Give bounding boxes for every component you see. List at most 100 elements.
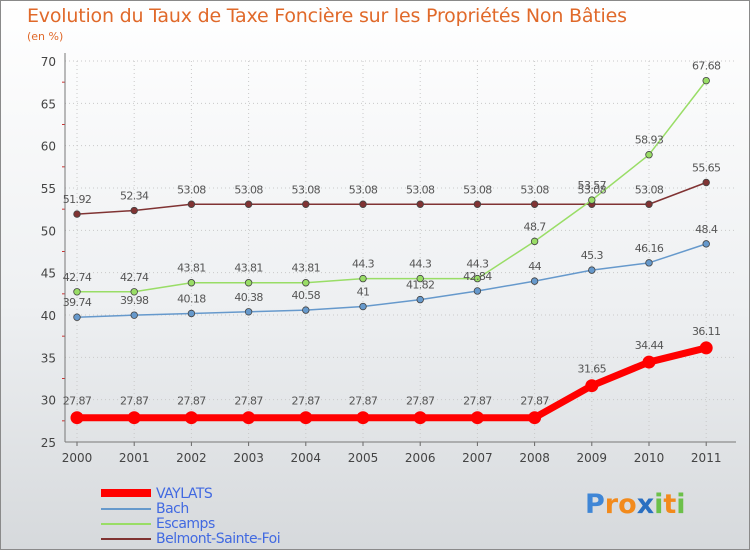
legend-label: VAYLATS	[156, 486, 213, 502]
logo-letter: r	[604, 489, 619, 520]
data-point	[645, 200, 653, 208]
data-label: 41	[357, 286, 370, 299]
y-tick-label: 55	[41, 182, 56, 196]
y-tick-label: 45	[41, 267, 56, 281]
data-label: 44.3	[352, 258, 375, 271]
data-point	[588, 196, 596, 204]
data-label: 48.4	[695, 223, 718, 236]
data-label: 41.82	[406, 279, 435, 292]
x-tick-label: 2001	[119, 451, 150, 465]
logo-letter: o	[618, 489, 637, 520]
data-label: 27.87	[463, 395, 492, 408]
data-point	[416, 295, 424, 304]
data-point	[642, 355, 656, 369]
y-tick-label: 40	[41, 309, 56, 323]
data-label: 44.3	[409, 258, 432, 271]
data-label: 27.87	[349, 395, 378, 408]
data-point	[416, 200, 424, 208]
data-point	[127, 411, 141, 425]
x-tick-label: 2004	[291, 451, 322, 465]
data-point	[473, 287, 482, 295]
y-tick-label: 50	[41, 224, 56, 238]
data-label: 53.08	[177, 183, 206, 196]
data-label: 31.65	[578, 363, 607, 376]
data-point	[416, 274, 424, 283]
data-label: 46.16	[635, 242, 664, 255]
data-point	[359, 302, 367, 311]
data-label: 43.81	[292, 262, 321, 275]
data-label: 52.34	[120, 190, 149, 203]
data-point	[244, 308, 253, 316]
data-label: 53.08	[292, 183, 321, 196]
x-tick-label: 2008	[519, 451, 550, 465]
data-point	[585, 379, 599, 393]
proxiti-logo: Proxiti	[585, 489, 686, 520]
x-tick-label: 2002	[176, 451, 207, 465]
data-point	[588, 266, 596, 274]
legend-swatch	[101, 523, 151, 525]
data-label: 27.87	[63, 395, 92, 408]
data-label: 53.08	[578, 183, 607, 196]
y-tick-label: 30	[41, 394, 56, 408]
data-point	[702, 178, 710, 187]
y-tick-label: 60	[41, 140, 56, 154]
data-point	[302, 279, 310, 287]
y-tick-label: 35	[41, 351, 56, 365]
data-point	[184, 411, 198, 425]
data-label: 51.92	[63, 193, 92, 206]
data-label: 53.08	[234, 183, 263, 196]
data-point	[187, 200, 196, 208]
data-label: 27.87	[177, 395, 206, 408]
data-label: 40.38	[234, 291, 263, 304]
logo-letter: t	[663, 489, 677, 520]
data-label: 53.08	[406, 183, 435, 196]
x-tick-label: 2010	[634, 451, 665, 465]
data-point	[473, 200, 482, 208]
y-tick-label: 70	[41, 55, 56, 69]
data-label: 27.87	[292, 395, 321, 408]
legend-swatch	[101, 508, 151, 510]
data-label: 27.87	[234, 395, 263, 408]
series-line	[76, 79, 707, 293]
legend-swatch	[101, 538, 151, 540]
x-tick-label: 2007	[462, 451, 493, 465]
x-tick-label: 2005	[348, 451, 379, 465]
logo-letter: i	[676, 489, 686, 520]
data-point	[187, 309, 196, 318]
legend-label: Bach	[156, 501, 189, 517]
data-point	[130, 206, 138, 215]
data-label: 53.08	[635, 183, 664, 196]
data-point	[359, 274, 367, 283]
data-point	[473, 274, 482, 283]
data-label: 44.3	[466, 258, 489, 271]
data-point	[242, 411, 256, 425]
x-tick-label: 2000	[62, 451, 93, 465]
logo-letter: i	[654, 489, 664, 520]
data-point	[73, 313, 81, 321]
data-label: 39.98	[120, 294, 149, 307]
legend-label: Escamps	[156, 516, 215, 532]
data-label: 67.68	[692, 60, 721, 73]
data-label: 27.87	[520, 395, 549, 408]
data-point	[645, 259, 653, 267]
data-label: 53.57	[578, 179, 607, 192]
series-line	[76, 181, 707, 215]
data-point	[244, 279, 253, 287]
data-point	[702, 240, 710, 248]
data-point	[356, 411, 370, 425]
data-point	[187, 279, 196, 287]
data-label: 27.87	[120, 395, 149, 408]
data-point	[530, 277, 539, 285]
data-label: 34.44	[635, 339, 664, 352]
data-label: 39.74	[63, 296, 92, 309]
data-label: 44	[528, 260, 541, 273]
logo-letter: x	[636, 489, 655, 520]
data-point	[70, 411, 84, 425]
data-label: 48.7	[524, 220, 547, 233]
y-tick-label: 25	[41, 436, 56, 450]
data-label: 42.74	[120, 271, 149, 284]
data-label: 53.08	[463, 183, 492, 196]
data-point	[413, 411, 427, 425]
data-point	[359, 200, 367, 208]
